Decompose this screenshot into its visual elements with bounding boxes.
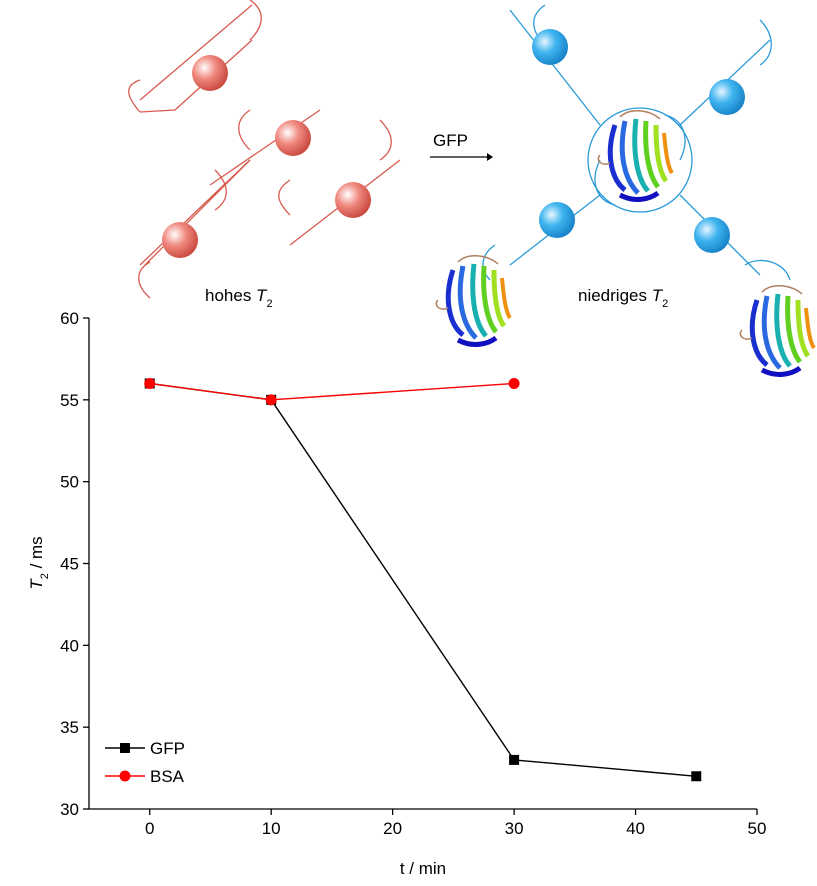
label-sub: 2 (662, 298, 668, 310)
series-line (149, 382, 697, 777)
label-text: T (27, 578, 46, 590)
y-tick-label: 50 (60, 473, 79, 492)
data-point (508, 377, 520, 389)
y-axis-label: T2 / ms (27, 536, 51, 589)
x-tick-label: 20 (383, 819, 402, 838)
legend-marker (120, 743, 130, 753)
schematic-left-spheres (162, 55, 371, 258)
legend-label: BSA (150, 767, 185, 786)
sphere (275, 120, 311, 156)
x-tick-label: 30 (505, 819, 524, 838)
label-text: niedriges (578, 286, 652, 305)
x-tick-label: 10 (262, 819, 281, 838)
right-label: niedriges T2 (578, 286, 668, 310)
data-point (144, 377, 156, 389)
arrow-label: GFP (433, 131, 468, 150)
legend-marker (119, 770, 131, 782)
label-sub: 2 (39, 573, 51, 579)
label-text: hohes (205, 286, 256, 305)
sphere (694, 217, 730, 253)
arrow (430, 153, 493, 161)
label-sub: 2 (266, 298, 272, 310)
sphere (539, 202, 575, 238)
schematic-right-spheres (532, 29, 745, 253)
y-tick-label: 40 (60, 636, 79, 655)
x-tick-label: 0 (145, 819, 154, 838)
protein-icon (740, 286, 814, 375)
y-tick-label: 30 (60, 800, 79, 819)
y-tick-label: 60 (60, 309, 79, 328)
protein-icon (598, 111, 672, 200)
schematic-left (128, 0, 401, 299)
sphere (335, 182, 371, 218)
x-tick-label: 40 (626, 819, 645, 838)
x-tick-label: 50 (748, 819, 767, 838)
series-line (149, 382, 515, 401)
data-point (691, 771, 702, 782)
data-point (265, 394, 277, 406)
x-axis-label: t / min (400, 859, 446, 878)
sphere (532, 29, 568, 65)
sphere (192, 55, 228, 91)
label-text: / ms (27, 536, 46, 573)
legend-label: GFP (150, 739, 185, 758)
y-tick-label: 35 (60, 718, 79, 737)
label-text: T (256, 286, 268, 305)
label-text: T (652, 286, 664, 305)
data-point (509, 754, 520, 765)
y-tick-label: 45 (60, 555, 79, 574)
y-tick-label: 55 (60, 391, 79, 410)
sphere (162, 222, 198, 258)
protein-icon (436, 256, 510, 345)
left-label: hohes T2 (205, 286, 273, 310)
sphere (709, 79, 745, 115)
